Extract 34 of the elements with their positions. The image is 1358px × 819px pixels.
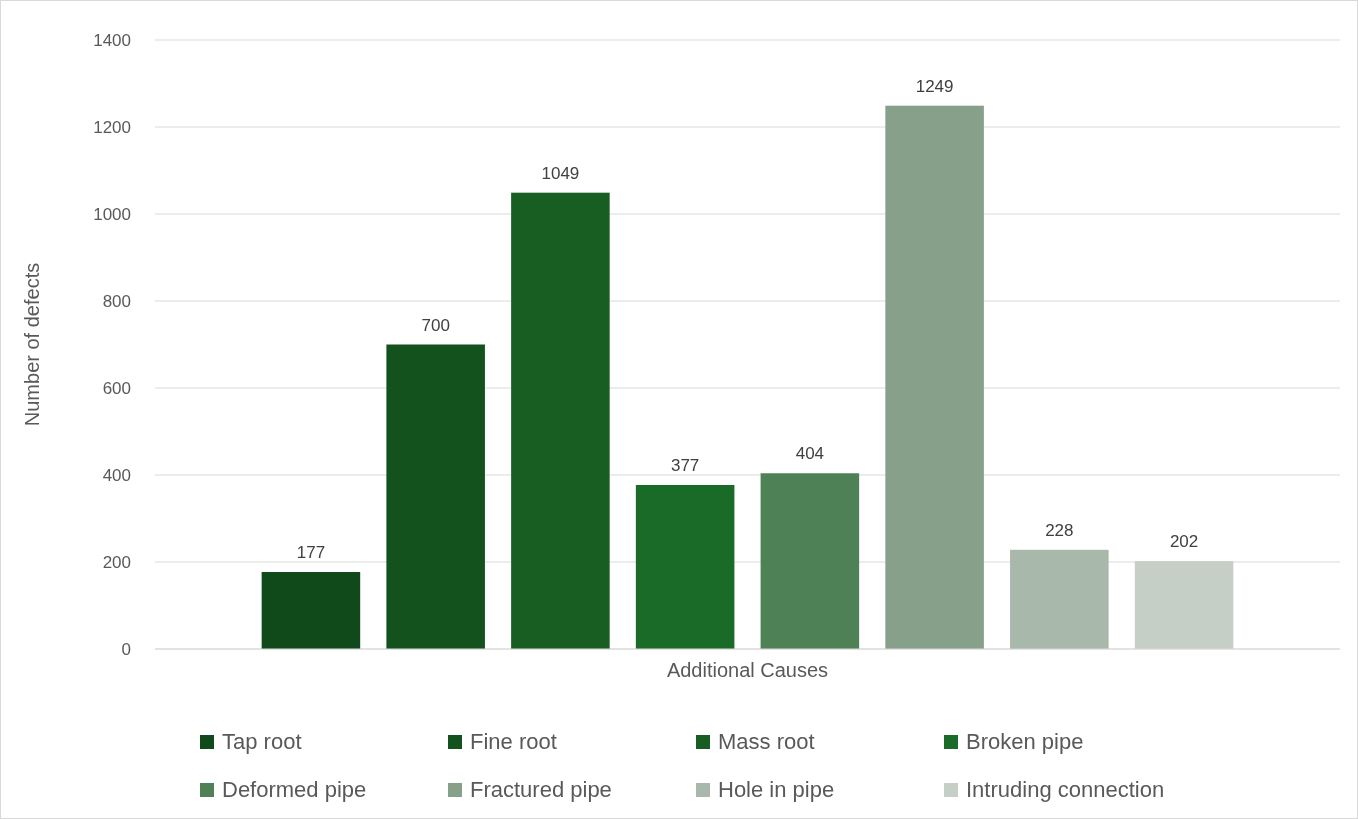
bar (1010, 549, 1109, 649)
y-tick-label: 800 (102, 291, 131, 311)
bar (635, 485, 735, 649)
y-tick-label: 0 (121, 639, 131, 659)
bar (760, 473, 860, 649)
y-tick-label: 200 (102, 552, 131, 572)
y-tick-label: 600 (102, 378, 131, 398)
data-label: 177 (296, 543, 326, 563)
legend-label: Fine root (470, 729, 557, 754)
bar (1134, 561, 1234, 649)
legend-label: Deformed pipe (222, 777, 367, 802)
y-tick-label: 400 (102, 465, 131, 485)
data-label: 1049 (541, 163, 580, 183)
legend-label: Mass root (718, 729, 815, 754)
bar (885, 105, 984, 649)
y-tick-label: 1000 (93, 204, 131, 224)
y-tick-label: 1400 (93, 30, 131, 50)
data-label: 377 (670, 456, 700, 476)
y-tick-label: 1200 (93, 117, 131, 137)
data-label: 1249 (915, 76, 954, 96)
data-label: 202 (1169, 532, 1199, 552)
bar (261, 572, 361, 649)
data-label: 228 (1045, 520, 1074, 540)
legend-label: Hole in pipe (718, 777, 835, 802)
bar (511, 192, 610, 649)
bar (386, 344, 485, 649)
data-label: 700 (421, 315, 450, 335)
legend-label: Intruding connection (966, 777, 1165, 802)
data-label: 404 (795, 444, 825, 464)
legend-label: Fractured pipe (470, 777, 612, 802)
legend-label: Tap root (222, 729, 302, 754)
x-axis-title: Additional Causes (666, 659, 829, 681)
legend-label: Broken pipe (966, 729, 1084, 754)
y-axis-title: Number of defects (21, 262, 43, 427)
